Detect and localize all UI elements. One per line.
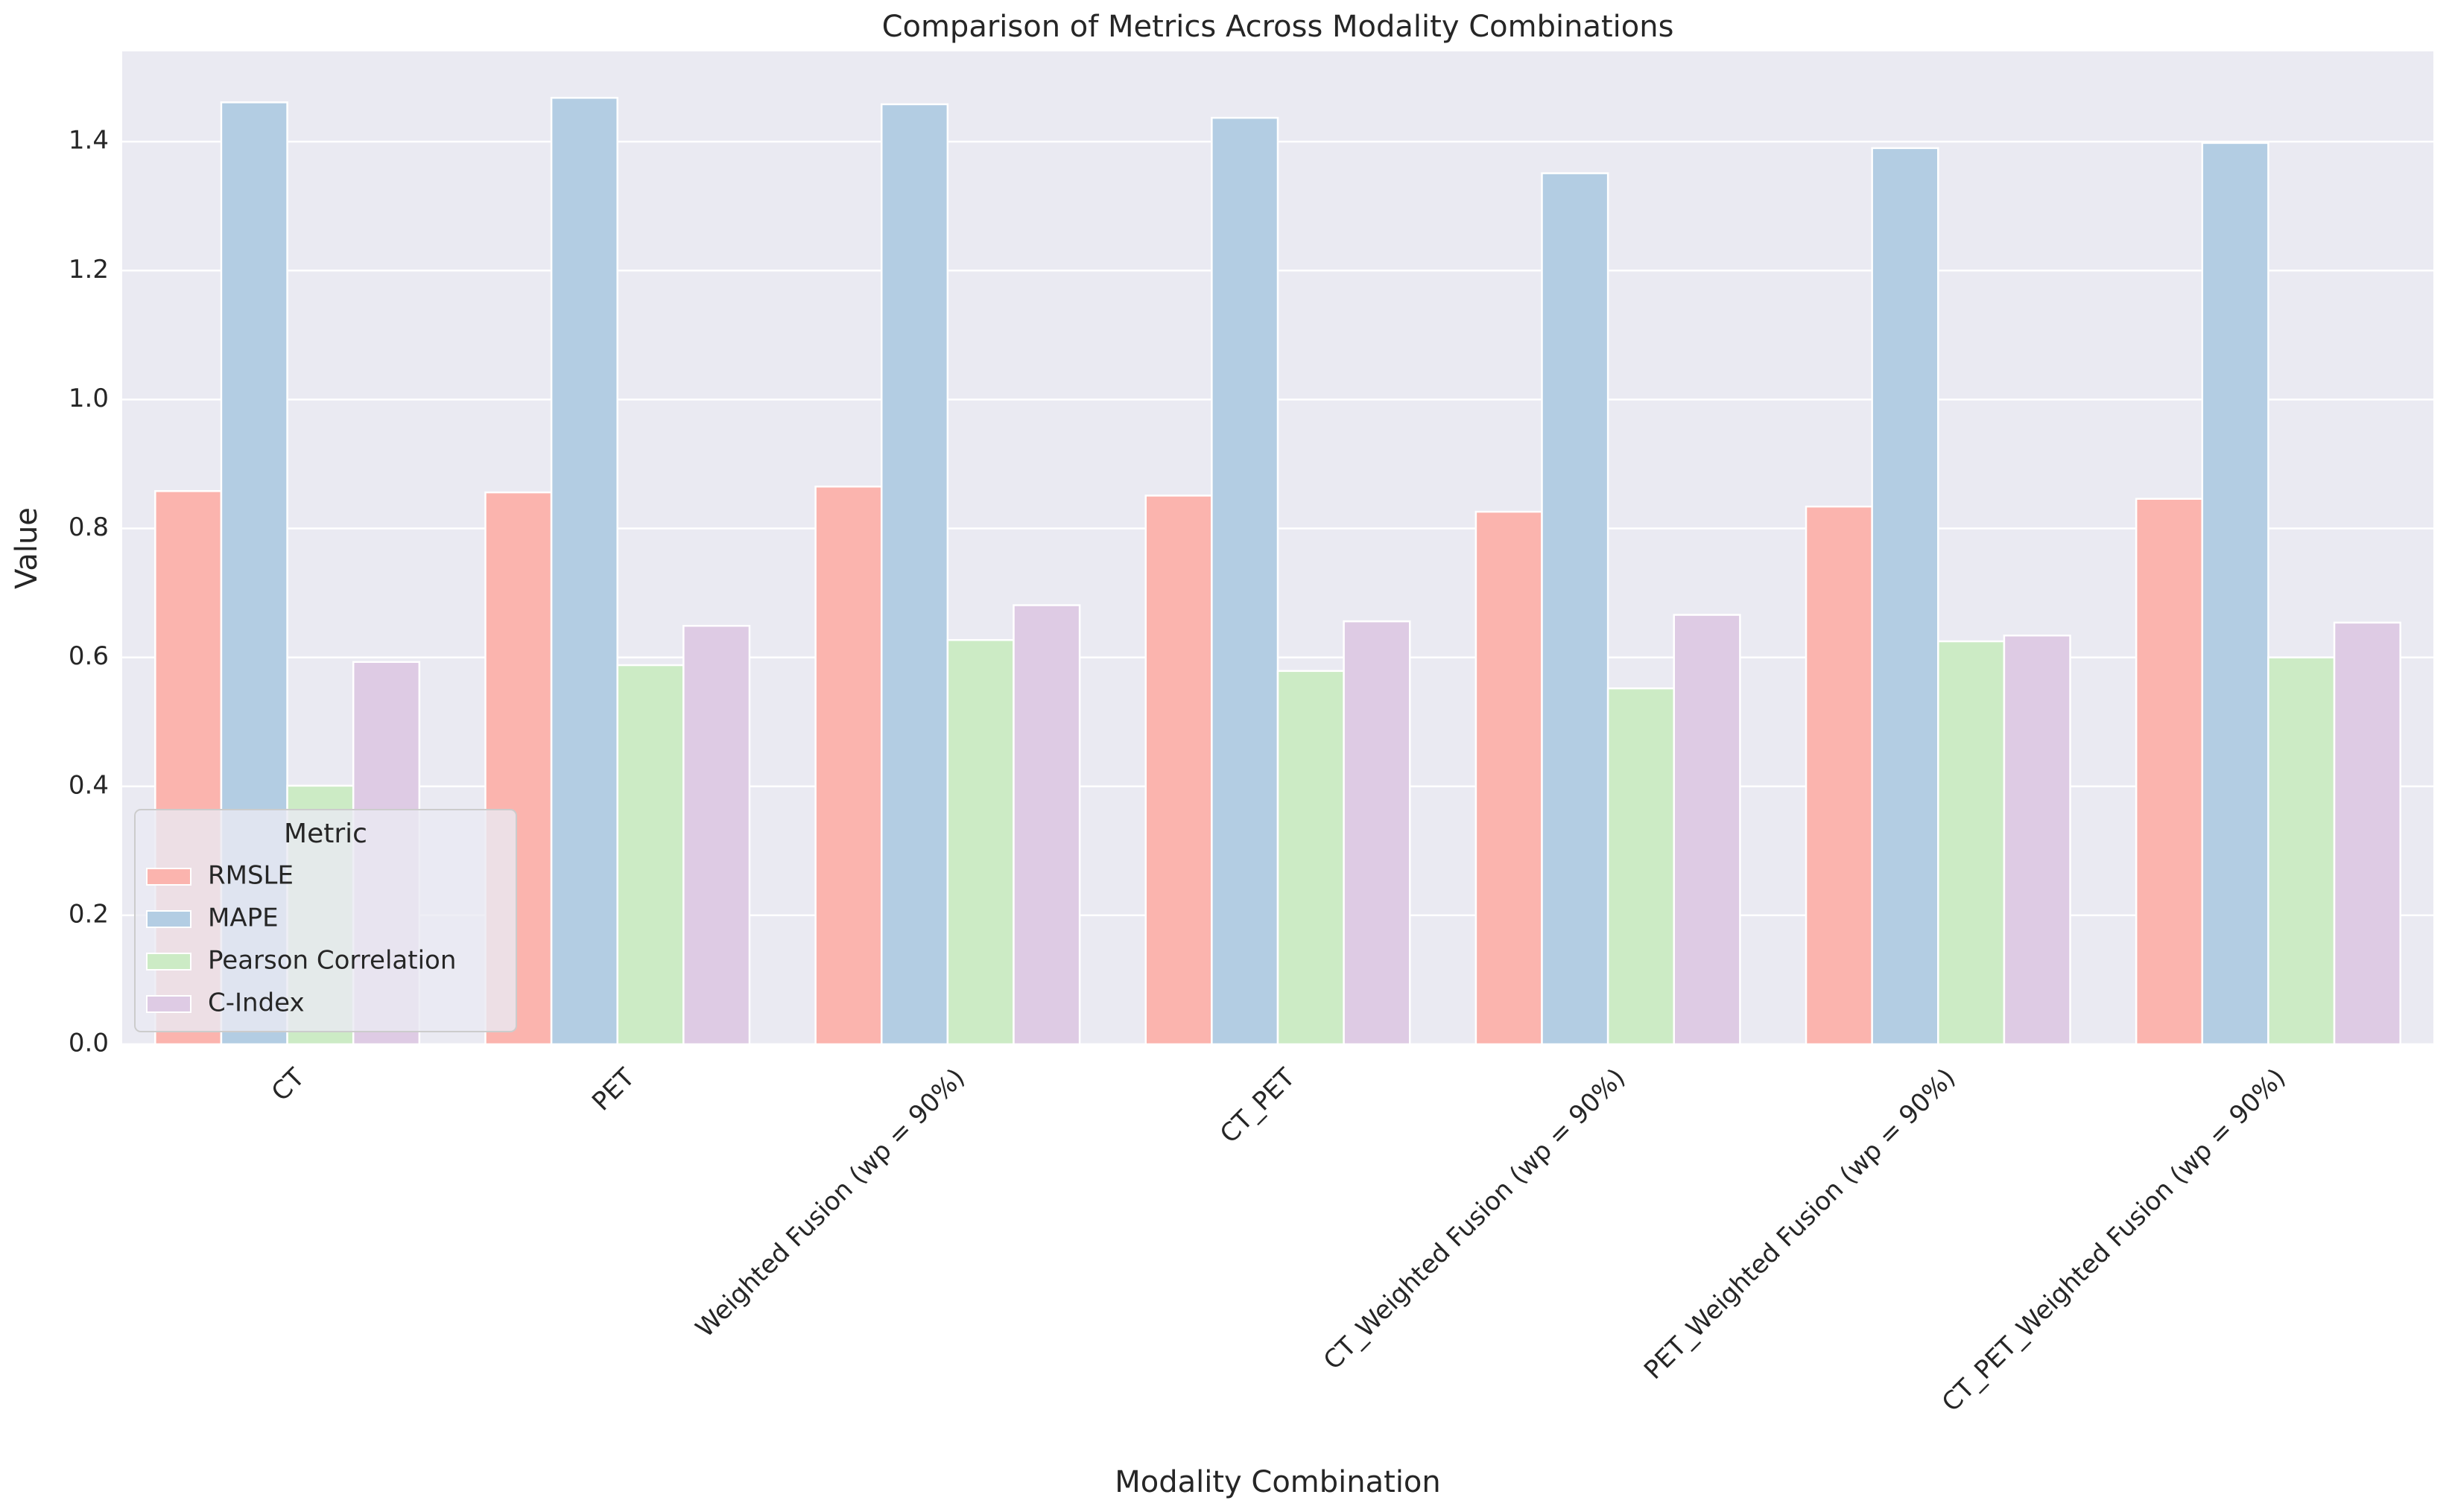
x-tick-label: CT_Weighted Fusion (wp = 90%) [1318,1063,1631,1376]
bar [2135,498,2204,1046]
x-tick-label: CT_PET [1214,1063,1301,1149]
legend: Metric RMSLE MAPE Pearson Correlation C-Inde… [134,809,517,1032]
y-tick-label: 0.6 [69,641,109,671]
x-tick-label: PET [586,1063,641,1117]
bar [2333,621,2401,1046]
bar [1144,495,1213,1046]
legend-swatch [146,995,191,1013]
legend-label: Pearson Correlation [208,946,456,976]
bar [1343,620,1411,1046]
x-axis-label: Modality Combination [1115,1465,1441,1499]
bar [1673,614,1741,1046]
y-tick-label: 1.0 [69,384,109,413]
bar [1805,505,1873,1046]
bar [880,103,949,1046]
chart-title: Comparison of Metrics Across Modality Co… [882,10,1674,44]
legend-swatch [146,868,191,886]
bar [1541,172,1609,1046]
bar [1211,116,1279,1046]
y-tick-label: 0.4 [69,770,109,800]
bar [550,97,618,1046]
x-tick-label: Weighted Fusion (wp = 90%) [690,1063,971,1344]
bar [1474,510,1543,1046]
bar [2003,634,2071,1046]
legend-box [134,809,517,1032]
bar [1013,604,1081,1046]
y-axis-label: Value [10,507,44,589]
bar [1871,147,1939,1046]
bar [814,486,883,1046]
y-tick-label: 1.4 [69,126,109,156]
bar [2201,142,2269,1046]
legend-label: C-Index [208,988,305,1018]
bar [1606,687,1676,1046]
legend-swatch [146,953,191,971]
y-tick-label: 0.0 [69,1029,109,1058]
legend-title: Metric [284,819,367,849]
bar [2267,656,2336,1046]
bar [946,639,1015,1046]
x-tick-label: CT_PET_Weighted Fusion (wp = 90%) [1936,1063,2292,1418]
legend-label: RMSLE [208,861,294,891]
y-tick-label: 0.2 [69,899,109,929]
legend-label: MAPE [208,903,279,933]
bar [682,624,751,1046]
bar [1276,670,1345,1046]
bar [1937,640,2006,1046]
bar [616,664,685,1046]
y-tick-label: 0.8 [69,512,109,542]
x-tick-label: PET_Weighted Fusion (wp = 90%) [1638,1063,1961,1385]
legend-swatch [146,910,191,928]
x-tick-label: CT [266,1063,311,1108]
y-tick-label: 1.2 [69,255,109,285]
